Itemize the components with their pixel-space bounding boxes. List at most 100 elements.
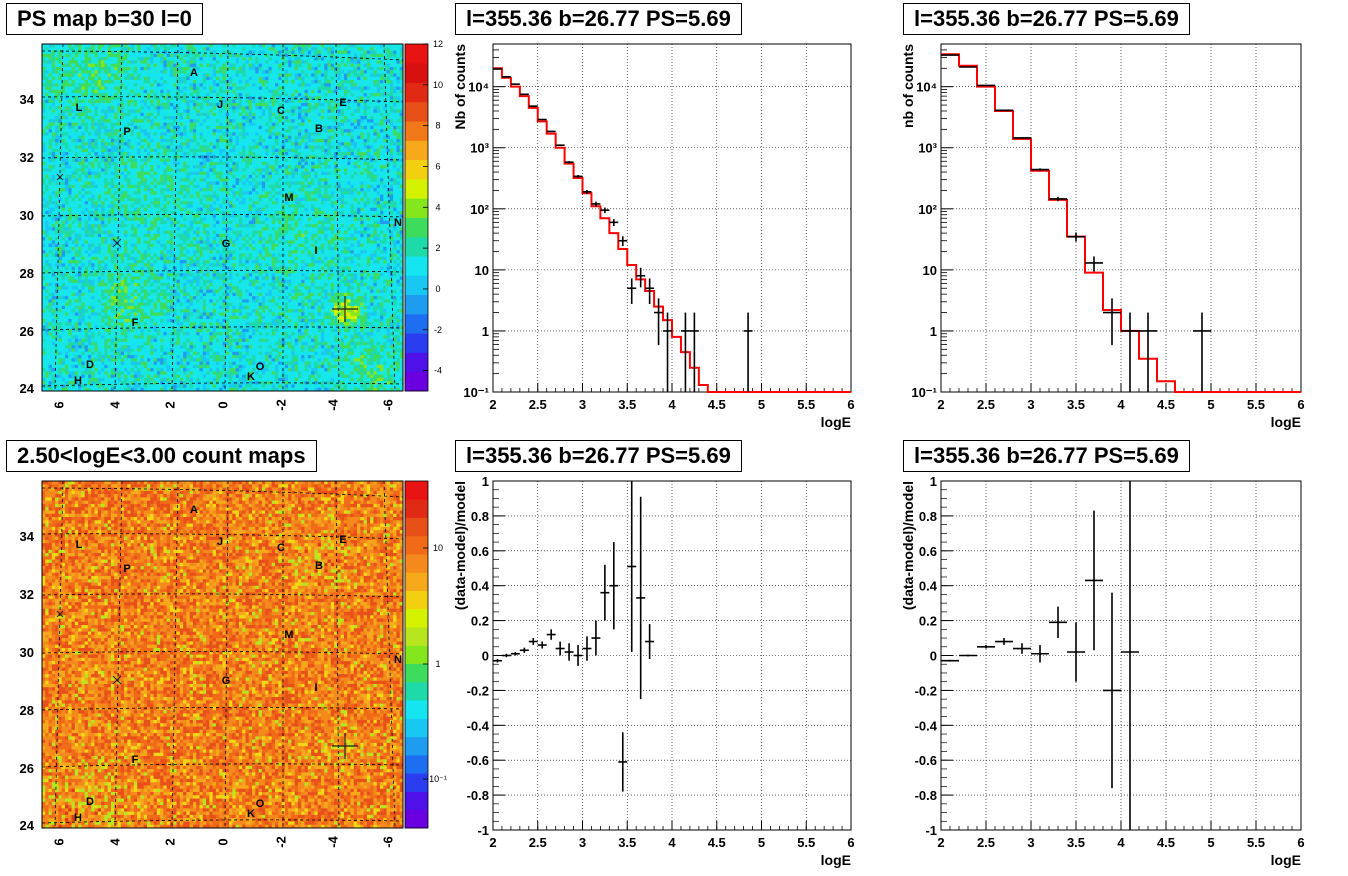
spectrum2-xtick: 4 — [1117, 397, 1125, 412]
psmap-cbtick: -2 — [434, 325, 442, 335]
source-label-B: B — [315, 560, 323, 572]
source-label-K: K — [247, 808, 255, 820]
resid2-xtick: 3 — [1027, 835, 1034, 850]
source-label-G: G — [222, 238, 231, 250]
source-label-F: F — [132, 317, 139, 329]
resid1-plot: 2 2.5 3 3.5 4 4.5 5 5.5 610.80.60.40.20-0.2-0.4-… — [452, 474, 855, 868]
spectrum2-xtick: 2 — [937, 397, 944, 412]
counts-cells — [42, 481, 403, 828]
psmap-cbtick: 0 — [435, 284, 440, 294]
counts-xtick: 2 — [162, 838, 177, 845]
psmap-xtick: 6 — [51, 401, 66, 408]
spectrum1-ytick: 1 — [482, 324, 489, 339]
spectrum2-ytick: 10² — [918, 202, 937, 217]
resid1-ytick: 0 — [482, 649, 489, 664]
source-label-E: E — [339, 97, 346, 109]
source-label-H: H — [74, 375, 82, 387]
resid1-ytick: 0.4 — [471, 579, 490, 594]
psmap-cbtick: 4 — [435, 202, 440, 212]
resid1-xlabel: logE — [821, 852, 851, 868]
spectrum1-xtick: 2.5 — [529, 397, 547, 412]
counts-ytick: 26 — [20, 761, 34, 776]
source-label-D: D — [86, 796, 94, 808]
spectrum1-xtick: 4.5 — [708, 397, 726, 412]
psmap-ytick: 26 — [20, 324, 34, 339]
source-label-J: J — [217, 536, 223, 548]
source-label-C: C — [277, 542, 285, 554]
source-label-O: O — [256, 361, 265, 373]
counts-xtick: -4 — [325, 835, 340, 847]
resid2-data-point — [959, 655, 977, 657]
resid1-xtick: 3 — [579, 835, 586, 850]
spectrum1-data-point — [565, 161, 574, 163]
resid2-ytick: 0.4 — [919, 579, 938, 594]
counts-cbtick: 10⁻¹ — [429, 774, 447, 784]
resid1-xtick: 5 — [758, 835, 765, 850]
resid2-ytick: -0.6 — [915, 753, 937, 768]
psmap-xtick: 0 — [215, 401, 230, 408]
source-label-H: H — [74, 812, 82, 824]
resid1-xtick: 6 — [847, 835, 854, 850]
spectrum1-xtick: 2 — [489, 397, 496, 412]
source-label-C: C — [277, 105, 285, 117]
counts-xtick: 4 — [107, 838, 122, 846]
psmap-xtick: 4 — [107, 401, 122, 409]
psmap-cbtick: 8 — [435, 121, 440, 131]
source-label-B: B — [315, 123, 323, 135]
resid1-ytick: 0.8 — [471, 509, 489, 524]
resid2-data-point — [941, 660, 959, 662]
spectrum2-xtick: 6 — [1297, 397, 1304, 412]
resid2-ytick: 0.8 — [919, 509, 937, 524]
spectrum1-xtick: 3.5 — [618, 397, 636, 412]
spectrum1-data-point — [529, 106, 538, 107]
spectrum2-xtick: 5.5 — [1247, 397, 1265, 412]
source-label-A: A — [190, 504, 198, 516]
counts-cbtick: 10 — [433, 543, 443, 553]
resid1-ylabel: (data-model)/model — [452, 481, 468, 610]
spectrum2-data-point — [1013, 137, 1031, 138]
spectrum2-data-point — [995, 110, 1013, 111]
psmap-xtick: -2 — [273, 399, 288, 411]
source-label-G: G — [222, 675, 231, 687]
psmap-cells — [42, 44, 403, 391]
spectrum1-ytick: 10⁻¹ — [463, 385, 489, 400]
source-label-I: I — [314, 245, 317, 257]
psmap-ytick: 32 — [20, 150, 34, 165]
source-label-P: P — [123, 126, 130, 138]
spectrum1-data-point — [520, 94, 529, 95]
spectrum1-xlabel: logE — [821, 414, 851, 430]
source-label-O: O — [256, 798, 265, 810]
spectrum1-xtick: 3 — [579, 397, 586, 412]
source-label-L: L — [76, 102, 83, 114]
resid2-ytick: 0 — [930, 649, 937, 664]
spectrum1-data-point — [511, 84, 520, 85]
source-label-F: F — [132, 754, 139, 766]
resid1-ytick: 0.2 — [471, 614, 489, 629]
psmap-cbtick: -4 — [434, 366, 442, 376]
resid2-xtick: 6 — [1297, 835, 1304, 850]
source-label-P: P — [123, 563, 130, 575]
resid2-ytick: -0.2 — [915, 683, 937, 698]
spectrum1-data-point — [556, 144, 565, 146]
resid2-ylabel: (data-model)/model — [900, 481, 916, 610]
spectrum1-ytick: 10 — [475, 263, 489, 278]
source-label-J: J — [217, 99, 223, 111]
resid2-xtick: 4.5 — [1157, 835, 1175, 850]
spectrum2-ytick: 10³ — [918, 141, 937, 156]
spectrum2-xtick: 3 — [1027, 397, 1034, 412]
spectrum1-ytick: 10³ — [470, 141, 489, 156]
spectrum2-xlabel: logE — [1271, 414, 1301, 430]
resid2-xtick: 3.5 — [1067, 835, 1085, 850]
counts-xtick: 6 — [51, 838, 66, 845]
counts-ytick: 30 — [20, 645, 34, 660]
spectrum2-ytick: 10⁴ — [916, 80, 937, 95]
counts-xtick: -2 — [273, 836, 288, 848]
counts-xtick: -6 — [380, 836, 395, 848]
psmap-xtick: 2 — [162, 401, 177, 408]
counts-ytick: 24 — [20, 818, 35, 833]
spectrum2-xtick: 3.5 — [1067, 397, 1085, 412]
spectrum2-ytick: 1 — [930, 324, 937, 339]
spectrum1-xtick: 5.5 — [797, 397, 815, 412]
